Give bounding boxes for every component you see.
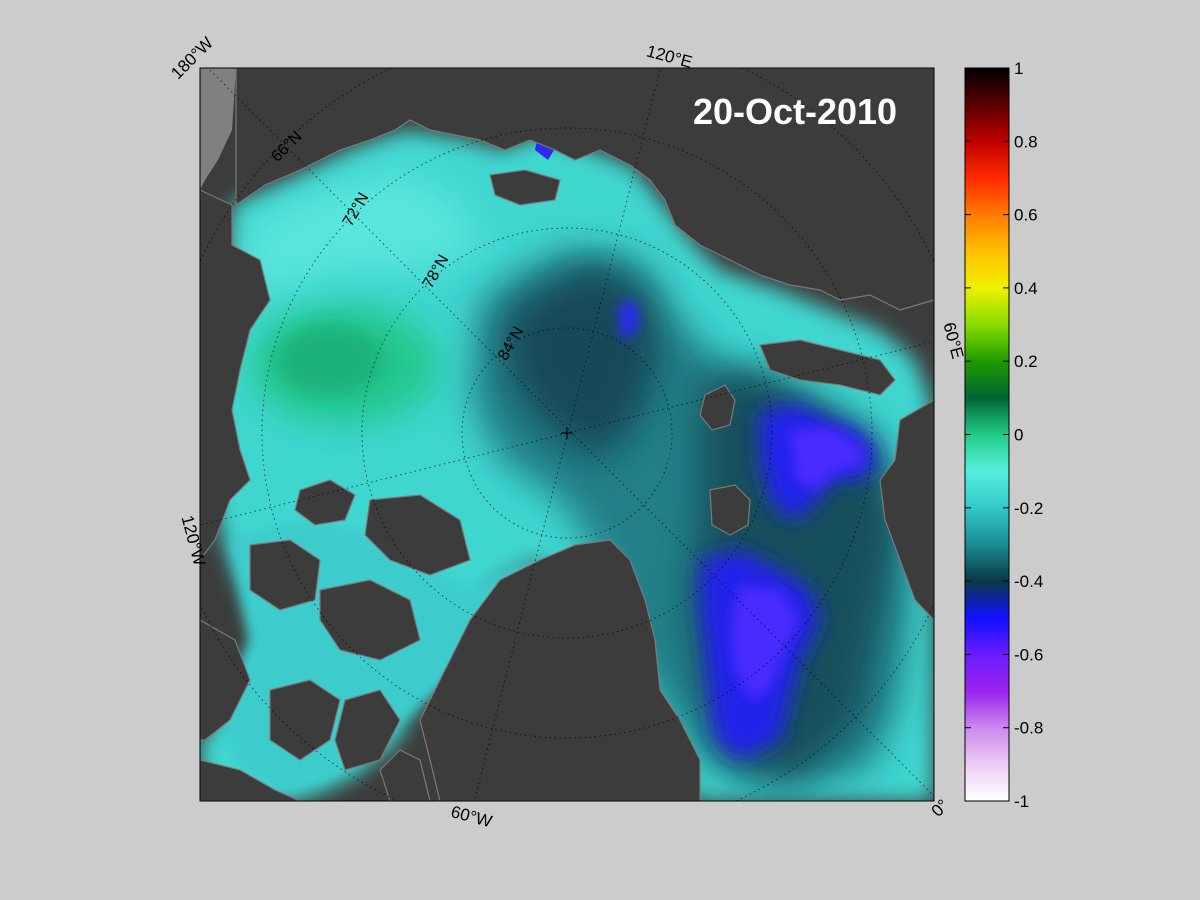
colorbar-tick-label: -0.6 (1014, 645, 1043, 664)
land-coast-strip (379, 749, 431, 801)
colorbar-ramp (964, 67, 1010, 802)
colorbar-tick-label: 0.8 (1014, 132, 1038, 151)
land-svalbard (699, 384, 736, 431)
land-taymyr (489, 169, 561, 206)
beaufort-core (275, 325, 385, 395)
land-franz-josef (709, 484, 751, 536)
colorbar: 1 0.8 0.6 0.4 0.2 0 -0.2 -0.4 -0.6 -0.8 -1 (964, 59, 1043, 811)
colorbar-tick-label: 0.6 (1014, 206, 1038, 225)
light-cyan-band (240, 170, 480, 300)
map-frame (199, 67, 935, 802)
date-label: 20-Oct-2010 (693, 91, 897, 132)
parallel-78n (361, 227, 773, 639)
barents-blue-core (790, 428, 865, 490)
land-baffin (200, 759, 301, 801)
land-archipelago-5 (200, 619, 251, 741)
lon-label-60w: 60°W (449, 802, 494, 831)
colorbar-tick-label: -0.8 (1014, 719, 1043, 738)
meridian-120e-60w (473, 69, 661, 801)
colorbar-tick-label: 0 (1014, 426, 1023, 445)
land-masses (200, 68, 934, 801)
land-archipelago-1 (294, 479, 356, 526)
land-novaya-zemlya (759, 339, 896, 396)
laptev-blue-spot (618, 300, 640, 340)
land-archipelago-3 (249, 539, 321, 611)
parallel-84n (461, 327, 673, 539)
land-siberia (235, 68, 934, 311)
land-archipelago-7 (334, 689, 401, 771)
colorbar-tick-label: -1 (1014, 792, 1029, 811)
land-alaska (200, 189, 271, 561)
lon-label-120e: 120°E (644, 41, 694, 71)
colorbar-tick-label: 0.2 (1014, 352, 1038, 371)
colorbar-tick-label: -0.4 (1014, 572, 1043, 591)
out-of-domain-area (200, 68, 236, 190)
land-greenland (419, 539, 701, 801)
colorbar-tick-label: 1 (1014, 59, 1023, 78)
land-archipelago-6 (269, 679, 341, 761)
land-archipelago-2 (364, 494, 471, 576)
land-scandinavia (879, 399, 934, 621)
colorbar-tick-label: 0.4 (1014, 279, 1038, 298)
land-archipelago-4 (319, 579, 421, 661)
colorbar-tick-label: -0.2 (1014, 499, 1043, 518)
colorbar-ticks: 1 0.8 0.6 0.4 0.2 0 -0.2 -0.4 -0.6 -0.8 -1 (965, 59, 1043, 811)
greenland-sea-blue-core (730, 585, 800, 700)
north-pole-marker (561, 427, 573, 439)
parallel-72n (261, 127, 873, 739)
meridian-180w-0 (209, 69, 934, 797)
arctic-map (200, 68, 934, 801)
lon-label-60e: 60°E (939, 320, 967, 361)
